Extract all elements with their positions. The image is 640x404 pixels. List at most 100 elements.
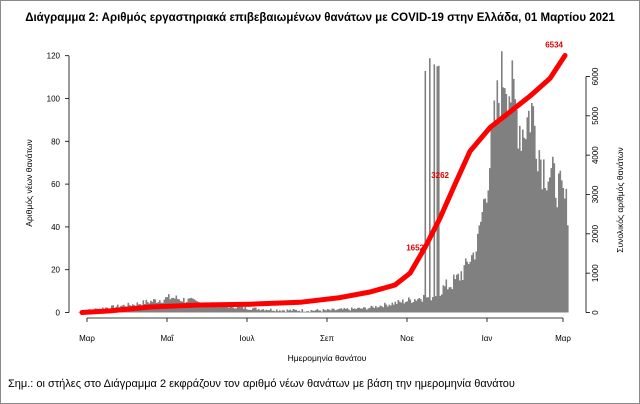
daily-deaths-bar (426, 297, 428, 313)
daily-deaths-bar (264, 310, 266, 313)
daily-deaths-bar (322, 309, 325, 313)
daily-deaths-bar (288, 310, 290, 313)
daily-deaths-bar (235, 308, 238, 313)
daily-deaths-bar (565, 188, 568, 313)
daily-deaths-bar (403, 303, 406, 313)
daily-deaths-bar (520, 150, 523, 313)
daily-deaths-bar (525, 139, 527, 313)
daily-deaths-bar (486, 202, 488, 313)
daily-deaths-bar (261, 309, 263, 313)
daily-deaths-bar (267, 310, 269, 313)
cumulative-deaths-line (79, 53, 568, 315)
daily-deaths-bar (444, 286, 446, 313)
daily-deaths-bar (258, 308, 260, 313)
daily-deaths-bar (432, 297, 434, 313)
daily-deaths-bar (217, 305, 220, 313)
daily-deaths-bar (291, 310, 293, 313)
daily-deaths-bar (508, 96, 511, 313)
daily-deaths-bar (367, 308, 370, 313)
daily-deaths-bar (363, 307, 365, 313)
daily-deaths-bar (447, 289, 449, 313)
axes-layer: Μαρ Μαΐ Ιουλ Σεπ Νοε Ιαν Μαρ 0 20 40 60 80 100 120 0 10… (24, 52, 625, 363)
daily-deaths-bar (567, 225, 569, 313)
daily-deaths-bar (358, 307, 361, 313)
daily-deaths-bar (327, 309, 329, 313)
daily-deaths-bar (348, 309, 350, 313)
daily-deaths-bar (228, 307, 230, 313)
daily-deaths-bar (546, 190, 548, 313)
daily-deaths-bar (306, 311, 308, 313)
daily-deaths-bar (309, 311, 311, 313)
daily-deaths-bar (393, 304, 395, 313)
daily-deaths-bar (204, 305, 206, 313)
daily-deaths-bar (519, 125, 521, 313)
daily-deaths-bar (541, 189, 544, 313)
daily-deaths-bar (513, 78, 515, 313)
daily-deaths-bar (339, 308, 341, 313)
daily-deaths-bar (540, 159, 542, 313)
left-y-tick-label: 40 (51, 223, 60, 232)
chart-title: Διάγραμμα 2: Αριθμός εργαστηριακά επιβεβ… (25, 12, 615, 24)
daily-deaths-bar (510, 102, 512, 313)
daily-deaths-bar (547, 181, 550, 313)
bars-layer (78, 51, 569, 313)
daily-deaths-bar (303, 311, 305, 313)
daily-deaths-bar (277, 311, 280, 313)
x-tick-label: Ιουλ (239, 334, 254, 343)
daily-deaths-bar (453, 274, 455, 313)
daily-deaths-bar (282, 310, 284, 313)
daily-deaths-bar (517, 148, 520, 313)
daily-deaths-bar (220, 303, 223, 313)
daily-deaths-bar (307, 311, 310, 313)
daily-deaths-bar (219, 307, 221, 313)
daily-deaths-bar (381, 306, 383, 313)
daily-deaths-bar (300, 311, 302, 313)
daily-deaths-bar (438, 65, 440, 313)
cumulative-line-layer (79, 53, 568, 315)
daily-deaths-bar (292, 309, 295, 313)
daily-deaths-bar (366, 309, 368, 313)
daily-deaths-bar (552, 156, 554, 313)
daily-deaths-bar (556, 207, 559, 313)
daily-deaths-bar (325, 310, 328, 313)
daily-deaths-bar (298, 310, 301, 313)
daily-deaths-bar (259, 310, 262, 313)
daily-deaths-bar (376, 307, 379, 313)
daily-deaths-bar (489, 168, 491, 313)
cumulative-annotation: 6534 (545, 40, 563, 49)
daily-deaths-bar (270, 308, 272, 313)
x-tick-label: Νοε (400, 334, 414, 343)
daily-deaths-bar (388, 304, 391, 313)
daily-deaths-bar (460, 271, 463, 313)
daily-deaths-bar (483, 199, 485, 313)
daily-deaths-bar (232, 307, 235, 313)
daily-deaths-bar (406, 301, 409, 313)
daily-deaths-bar (409, 299, 412, 313)
left-y-tick-label: 60 (51, 180, 60, 189)
daily-deaths-bar (369, 307, 371, 313)
daily-deaths-bar (297, 311, 299, 313)
daily-deaths-bar (534, 125, 536, 313)
daily-deaths-bar (252, 308, 254, 313)
daily-deaths-bar (441, 294, 443, 313)
daily-deaths-bar (468, 264, 470, 313)
daily-deaths-bar (498, 102, 500, 313)
daily-deaths-bar (487, 190, 490, 313)
right-y-tick-label: 0 (591, 310, 600, 315)
daily-deaths-bar (537, 171, 539, 313)
daily-deaths-bar (457, 273, 460, 313)
daily-deaths-bar (528, 110, 530, 313)
daily-deaths-bar (201, 304, 203, 313)
daily-deaths-bar (207, 303, 209, 313)
daily-deaths-bar (526, 117, 529, 313)
daily-deaths-bar (342, 309, 344, 313)
daily-deaths-bar (390, 305, 392, 313)
daily-deaths-bar (279, 310, 281, 313)
daily-deaths-bar (280, 311, 283, 313)
daily-deaths-bar (466, 261, 469, 313)
daily-deaths-bar (340, 308, 343, 313)
daily-deaths-bar (255, 307, 257, 313)
daily-deaths-bar (373, 308, 376, 313)
daily-deaths-bar (334, 310, 337, 313)
daily-deaths-bar (328, 309, 331, 313)
